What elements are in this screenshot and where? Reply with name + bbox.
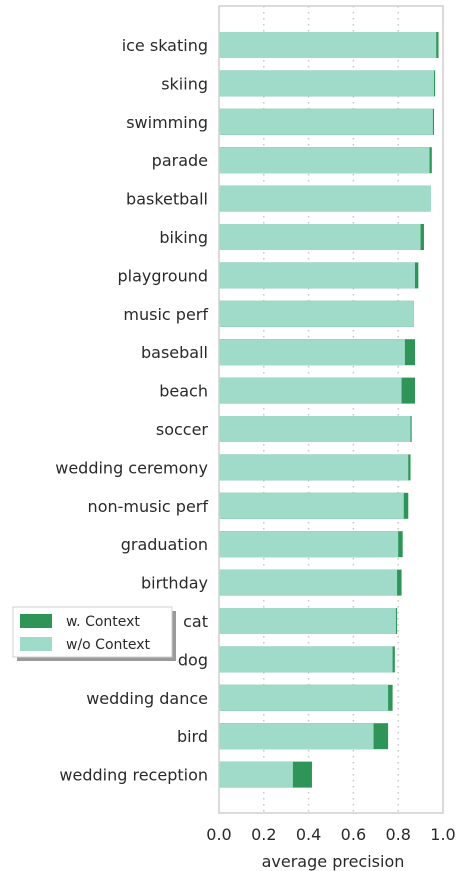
category-label: wedding reception [59,766,208,785]
bar-without-context [219,646,393,673]
x-tick-labels: 0.0 0.2 0.4 0.6 0.8 1.0 [206,825,455,844]
category-label: beach [159,382,208,401]
category-label: ice skating [122,36,208,55]
bar-without-context [219,185,431,212]
category-label: dog [178,650,208,669]
plot-frame [218,5,444,814]
legend-swatch [20,637,52,651]
bar-without-context [219,416,411,442]
x-tick-label: 0.4 [296,825,321,844]
bar-without-context [219,454,409,481]
category-label: playground [118,266,208,285]
category-label: non-music perf [88,497,209,516]
bar-without-context [219,108,433,135]
x-axis-title: average precision [262,852,405,871]
grid-lines [263,6,399,813]
x-tick-label: 0.2 [251,825,276,844]
category-label: soccer [156,420,209,439]
bar-without-context [219,492,404,519]
bar-without-context [219,224,421,250]
legend: w. Context w/o Context [12,606,176,661]
legend-label: w. Context [66,614,140,630]
category-label: wedding dance [86,689,208,708]
category-label: skiing [161,74,208,93]
bar-without-context [219,70,435,97]
category-label: biking [159,228,208,247]
category-label: cat [183,612,208,631]
bar-without-context [219,147,430,174]
bar-without-context [219,684,389,711]
category-labels: ice skating skiing swimming parade basketbal… [55,36,208,785]
category-label: basketball [126,190,208,209]
x-tick-label: 0.0 [206,825,231,844]
bar-without-context [219,339,405,366]
x-tick-label: 1.0 [430,825,455,844]
bar-without-context [219,300,414,327]
category-label: graduation [121,535,208,554]
bar-without-context [219,723,374,750]
legend-swatch [20,614,52,628]
bars [219,32,439,788]
bar-without-context [219,262,415,289]
legend-label: w/o Context [66,637,151,653]
bar-without-context [219,32,437,58]
category-label: parade [152,151,208,170]
bar-without-context [219,761,293,788]
x-tick-label: 0.8 [385,825,410,844]
bar-without-context [219,377,402,404]
category-label: wedding ceremony [55,458,208,477]
category-label: baseball [141,343,208,362]
category-label: birthday [141,574,208,593]
category-label: music perf [123,305,208,324]
x-tick-label: 0.6 [341,825,366,844]
bar-without-context [219,531,399,558]
bar-without-context [219,569,398,596]
bar-without-context [219,608,396,634]
category-label: bird [177,727,208,746]
category-label: swimming [126,113,208,132]
